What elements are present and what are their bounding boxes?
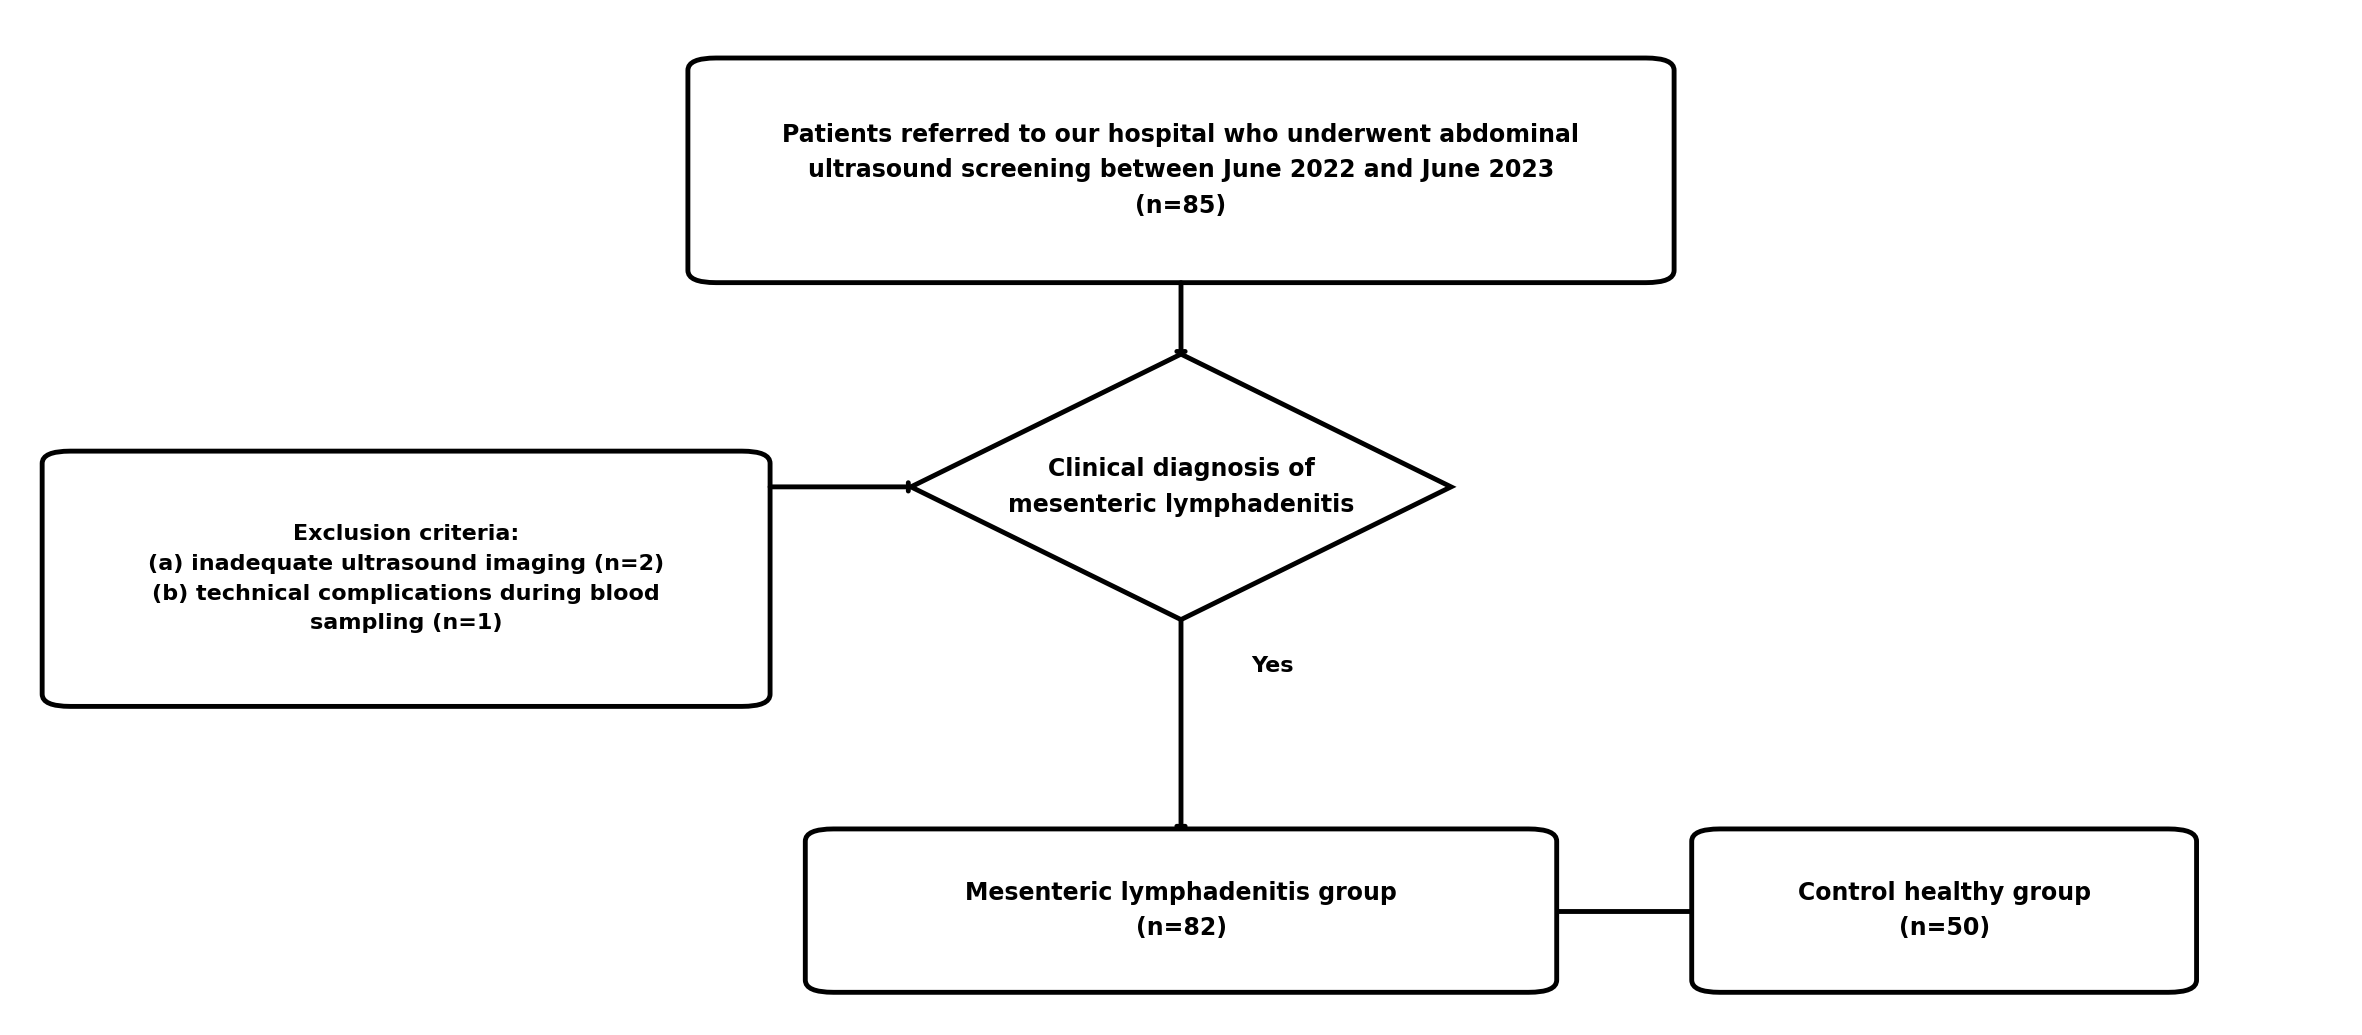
FancyBboxPatch shape	[1691, 829, 2197, 993]
Text: Control healthy group
(n=50): Control healthy group (n=50)	[1797, 881, 2090, 941]
FancyBboxPatch shape	[43, 451, 770, 707]
Text: Mesenteric lymphadenitis group
(n=82): Mesenteric lymphadenitis group (n=82)	[966, 881, 1396, 941]
Text: Exclusion criteria:
(a) inadequate ultrasound imaging (n=2)
(b) technical compli: Exclusion criteria: (a) inadequate ultra…	[149, 525, 664, 633]
Polygon shape	[912, 354, 1450, 620]
Text: Patients referred to our hospital who underwent abdominal
ultrasound screening b: Patients referred to our hospital who un…	[782, 123, 1580, 217]
FancyBboxPatch shape	[687, 58, 1675, 283]
Text: Yes: Yes	[1252, 655, 1294, 676]
Text: Clinical diagnosis of
mesenteric lymphadenitis: Clinical diagnosis of mesenteric lymphad…	[1009, 457, 1353, 516]
FancyBboxPatch shape	[805, 829, 1557, 993]
